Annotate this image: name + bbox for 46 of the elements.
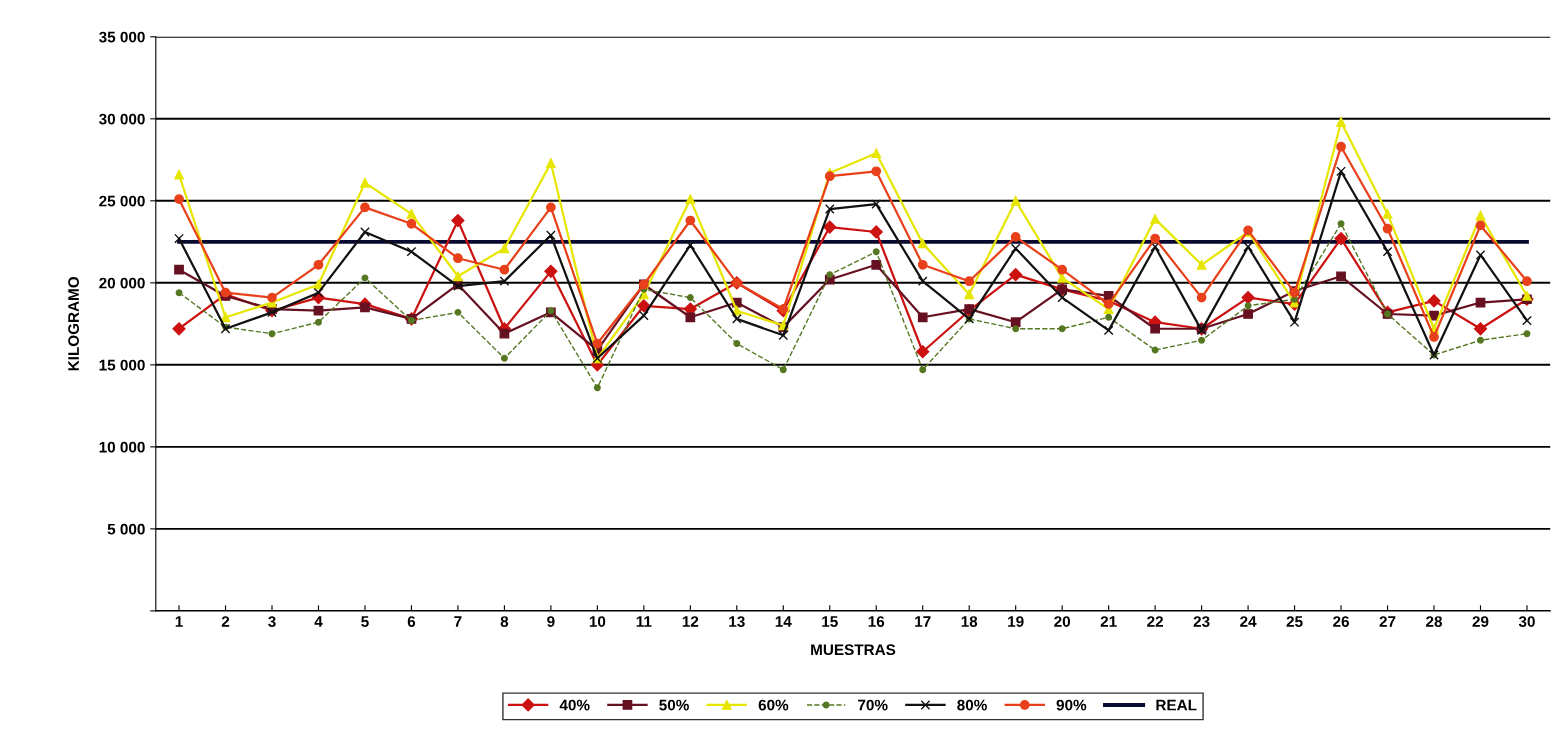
y-tick-label: 15 000 xyxy=(99,359,145,371)
y-tick-label: 30 000 xyxy=(99,113,145,125)
x-tick-label: 7 xyxy=(454,616,462,627)
x-tick-label: 30 xyxy=(1518,616,1535,627)
x-tick-label: 6 xyxy=(407,616,416,627)
x-tick-label: 28 xyxy=(1426,616,1443,627)
x-tick-label: 27 xyxy=(1379,616,1396,627)
x-tick-label: 2 xyxy=(221,616,230,627)
legend-label: 90% xyxy=(1056,699,1087,711)
x-tick-label: 11 xyxy=(636,616,652,627)
x-tick-label: 19 xyxy=(1008,616,1024,627)
x-tick-label: 23 xyxy=(1193,616,1210,627)
x-tick-label: 5 xyxy=(361,616,369,627)
x-tick-label: 10 xyxy=(589,616,606,627)
x-tick-label: 18 xyxy=(961,616,978,627)
y-tick-label: 10 000 xyxy=(99,441,145,453)
y-tick-label: 20 000 xyxy=(99,277,145,289)
x-tick-label: 24 xyxy=(1240,616,1257,627)
x-tick-label: 15 xyxy=(822,616,838,627)
x-tick-label: 4 xyxy=(314,616,323,627)
legend-label: 70% xyxy=(858,699,888,711)
x-tick-label: 17 xyxy=(915,616,931,627)
y-tick-label: 35 000 xyxy=(99,31,145,43)
legend-label: 50% xyxy=(659,699,689,711)
x-tick-label: 21 xyxy=(1100,616,1117,627)
y-axis-title: KILOGRAMO xyxy=(68,276,79,371)
x-tick-label: 20 xyxy=(1054,616,1071,627)
x-tick-label: 8 xyxy=(500,616,509,627)
legend-label: 40% xyxy=(559,699,590,711)
x-tick-label: 1 xyxy=(175,616,183,627)
x-tick-label: 3 xyxy=(268,616,276,627)
x-tick-label: 25 xyxy=(1286,616,1303,627)
y-tick-label: 25 000 xyxy=(99,195,145,207)
x-tick-label: 16 xyxy=(868,616,885,627)
legend-label: REAL xyxy=(1156,699,1197,711)
x-tick-label: 22 xyxy=(1147,616,1164,627)
x-axis-title: MUESTRAS xyxy=(811,644,896,656)
legend-label: 60% xyxy=(758,699,789,711)
x-tick-label: 26 xyxy=(1333,616,1349,627)
x-tick-label: 29 xyxy=(1472,616,1489,627)
x-tick-label: 9 xyxy=(547,616,555,627)
legend-label: 80% xyxy=(957,699,987,711)
x-tick-label: 12 xyxy=(682,616,699,627)
x-tick-label: 14 xyxy=(775,616,792,627)
y-tick-label: 5 000 xyxy=(107,523,145,535)
x-tick-label: 13 xyxy=(729,616,745,627)
